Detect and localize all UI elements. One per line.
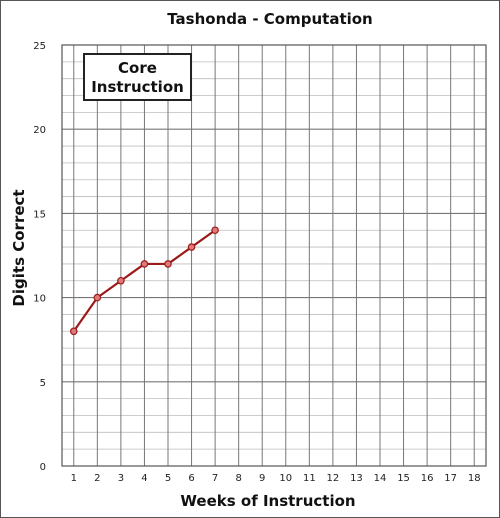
data-point: [140, 260, 149, 268]
data-point: [211, 226, 219, 235]
major-gridlines: [62, 44, 486, 467]
x-tick-label: 2: [94, 473, 100, 484]
x-tick-label: 12: [327, 473, 340, 484]
data-point: [93, 293, 102, 302]
x-tick-label: 1: [71, 473, 77, 484]
chart-title: Tashonda - Computation: [167, 10, 373, 28]
annotation-box-border: [83, 53, 192, 101]
x-tick-label: 9: [259, 473, 265, 484]
data-point: [187, 243, 196, 251]
x-tick-label: 4: [141, 473, 147, 484]
x-tick-labels: 1 2 3 4 5 6 7 8 9 10 11 12 13 14 15 16 17 18: [71, 473, 481, 484]
y-tick-label: 0: [40, 462, 46, 473]
x-tick-label: 8: [235, 473, 241, 484]
x-tick-label: 18: [468, 473, 481, 484]
annotation-box: Core Instruction: [83, 53, 192, 101]
y-tick-label: 25: [33, 41, 46, 52]
y-tick-label: 5: [40, 378, 46, 389]
annotation-line-1: Core: [118, 59, 157, 77]
x-axis-title: Weeks of Instruction: [180, 492, 355, 510]
y-tick-label: 10: [33, 294, 46, 305]
x-tick-label: 16: [421, 473, 434, 484]
y-tick-labels: 0 5 10 15 20 25: [33, 41, 46, 473]
x-tick-label: 6: [188, 473, 194, 484]
x-tick-label: 15: [397, 473, 410, 484]
x-tick-label: 10: [279, 473, 292, 484]
x-tick-label: 3: [118, 473, 124, 484]
annotation-line-2: Instruction: [91, 78, 184, 96]
x-tick-label: 11: [303, 473, 316, 484]
series-group: [69, 226, 219, 336]
y-tick-label: 20: [33, 125, 46, 136]
plot-area-border: [61, 44, 487, 467]
x-tick-label: 5: [165, 473, 171, 484]
x-tick-label: 7: [212, 473, 218, 484]
x-tick-label: 13: [350, 473, 363, 484]
y-tick-label: 15: [33, 209, 46, 220]
data-point: [117, 276, 125, 285]
data-point: [69, 327, 78, 336]
x-tick-label: 14: [374, 473, 387, 484]
y-axis-title: Digits Correct: [10, 189, 28, 306]
minor-gridlines: [62, 61, 486, 450]
data-point: [164, 260, 172, 268]
x-tick-label: 17: [444, 473, 457, 484]
